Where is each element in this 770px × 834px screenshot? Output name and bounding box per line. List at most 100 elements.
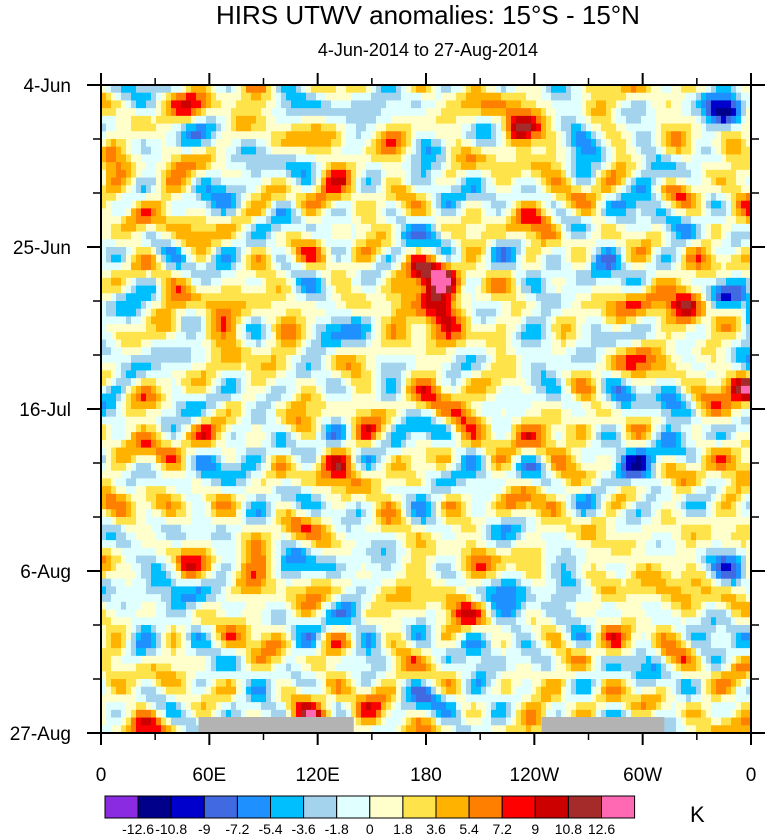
field-cell bbox=[291, 262, 297, 271]
field-cell bbox=[581, 231, 587, 240]
field-cell bbox=[341, 231, 347, 240]
field-cell bbox=[536, 347, 542, 356]
field-cell bbox=[381, 247, 387, 256]
field-cell bbox=[516, 131, 522, 140]
field-cell bbox=[711, 331, 717, 341]
field-cell bbox=[546, 123, 552, 132]
field-cell bbox=[316, 331, 322, 341]
field-cell bbox=[246, 347, 252, 356]
field-cell bbox=[666, 262, 672, 271]
field-cell bbox=[261, 370, 267, 379]
field-cell bbox=[311, 123, 317, 132]
field-cell bbox=[256, 177, 262, 186]
field-cell bbox=[406, 146, 412, 155]
field-cell bbox=[231, 131, 237, 140]
field-cell bbox=[616, 169, 622, 179]
field-cell bbox=[256, 108, 262, 117]
field-cell bbox=[311, 293, 317, 302]
field-cell bbox=[101, 154, 107, 163]
field-cell bbox=[111, 301, 117, 310]
field-cell bbox=[136, 100, 142, 109]
field-cell bbox=[101, 223, 107, 233]
field-cell bbox=[161, 169, 167, 179]
field-cell bbox=[506, 308, 512, 317]
field-cell bbox=[436, 223, 442, 233]
field-cell bbox=[306, 208, 312, 217]
field-cell bbox=[266, 262, 272, 271]
field-cell bbox=[401, 277, 407, 287]
field-cell bbox=[216, 131, 222, 140]
field-cell bbox=[421, 139, 427, 148]
field-cell bbox=[746, 301, 752, 310]
field-cell bbox=[356, 270, 362, 279]
field-cell bbox=[371, 185, 377, 194]
field-cell bbox=[116, 185, 122, 194]
field-cell bbox=[286, 324, 292, 333]
field-cell bbox=[406, 177, 412, 186]
field-cell bbox=[331, 154, 337, 163]
field-cell bbox=[726, 193, 732, 202]
field-cell bbox=[731, 185, 737, 194]
field-cell bbox=[496, 131, 502, 140]
field-cell bbox=[446, 123, 452, 132]
field-cell bbox=[436, 162, 442, 171]
field-cell bbox=[641, 169, 647, 179]
field-cell bbox=[361, 339, 367, 348]
field-cell bbox=[251, 339, 257, 348]
field-cell bbox=[451, 347, 457, 356]
field-cell bbox=[466, 154, 472, 163]
field-cell bbox=[491, 362, 497, 371]
field-cell bbox=[536, 247, 542, 256]
field-cell bbox=[651, 247, 657, 256]
field-cell bbox=[451, 355, 457, 364]
field-cell bbox=[331, 308, 337, 317]
field-cell bbox=[541, 131, 547, 140]
field-cell bbox=[461, 92, 467, 101]
field-cell bbox=[296, 85, 302, 94]
field-cell bbox=[126, 301, 132, 310]
field-cell bbox=[661, 262, 667, 271]
field-cell bbox=[371, 200, 377, 209]
field-cell bbox=[646, 169, 652, 179]
field-cell bbox=[276, 185, 282, 194]
field-cell bbox=[331, 193, 337, 202]
field-cell bbox=[386, 131, 392, 140]
field-cell bbox=[701, 254, 707, 263]
field-cell bbox=[706, 185, 712, 194]
field-cell bbox=[726, 270, 732, 279]
field-cell bbox=[116, 231, 122, 240]
field-cell bbox=[586, 162, 592, 171]
field-cell bbox=[461, 131, 467, 140]
field-cell bbox=[251, 131, 257, 140]
field-cell bbox=[386, 169, 392, 179]
field-cell bbox=[551, 123, 557, 132]
field-cell bbox=[221, 169, 227, 179]
field-cell bbox=[366, 169, 372, 179]
field-cell bbox=[596, 308, 602, 317]
field-cell bbox=[746, 131, 752, 140]
field-cell bbox=[436, 293, 442, 302]
field-cell bbox=[156, 139, 162, 148]
field-cell bbox=[316, 177, 322, 186]
field-cell bbox=[701, 316, 707, 325]
field-cell bbox=[226, 378, 232, 387]
field-cell bbox=[476, 370, 482, 379]
field-cell bbox=[421, 308, 427, 317]
field-cell bbox=[321, 177, 327, 186]
field-cell bbox=[396, 154, 402, 163]
field-cell bbox=[191, 123, 197, 132]
field-cell bbox=[526, 162, 532, 171]
field-cell bbox=[601, 146, 607, 155]
field-cell bbox=[206, 339, 212, 348]
field-cell bbox=[211, 92, 217, 101]
field-cell bbox=[416, 177, 422, 186]
field-cell bbox=[736, 193, 742, 202]
field-cell bbox=[666, 339, 672, 348]
field-cell bbox=[631, 185, 637, 194]
field-cell bbox=[251, 208, 257, 217]
field-cell bbox=[121, 92, 127, 101]
field-cell bbox=[226, 308, 232, 317]
field-cell bbox=[591, 285, 597, 294]
field-cell bbox=[191, 239, 197, 248]
field-cell bbox=[451, 239, 457, 248]
